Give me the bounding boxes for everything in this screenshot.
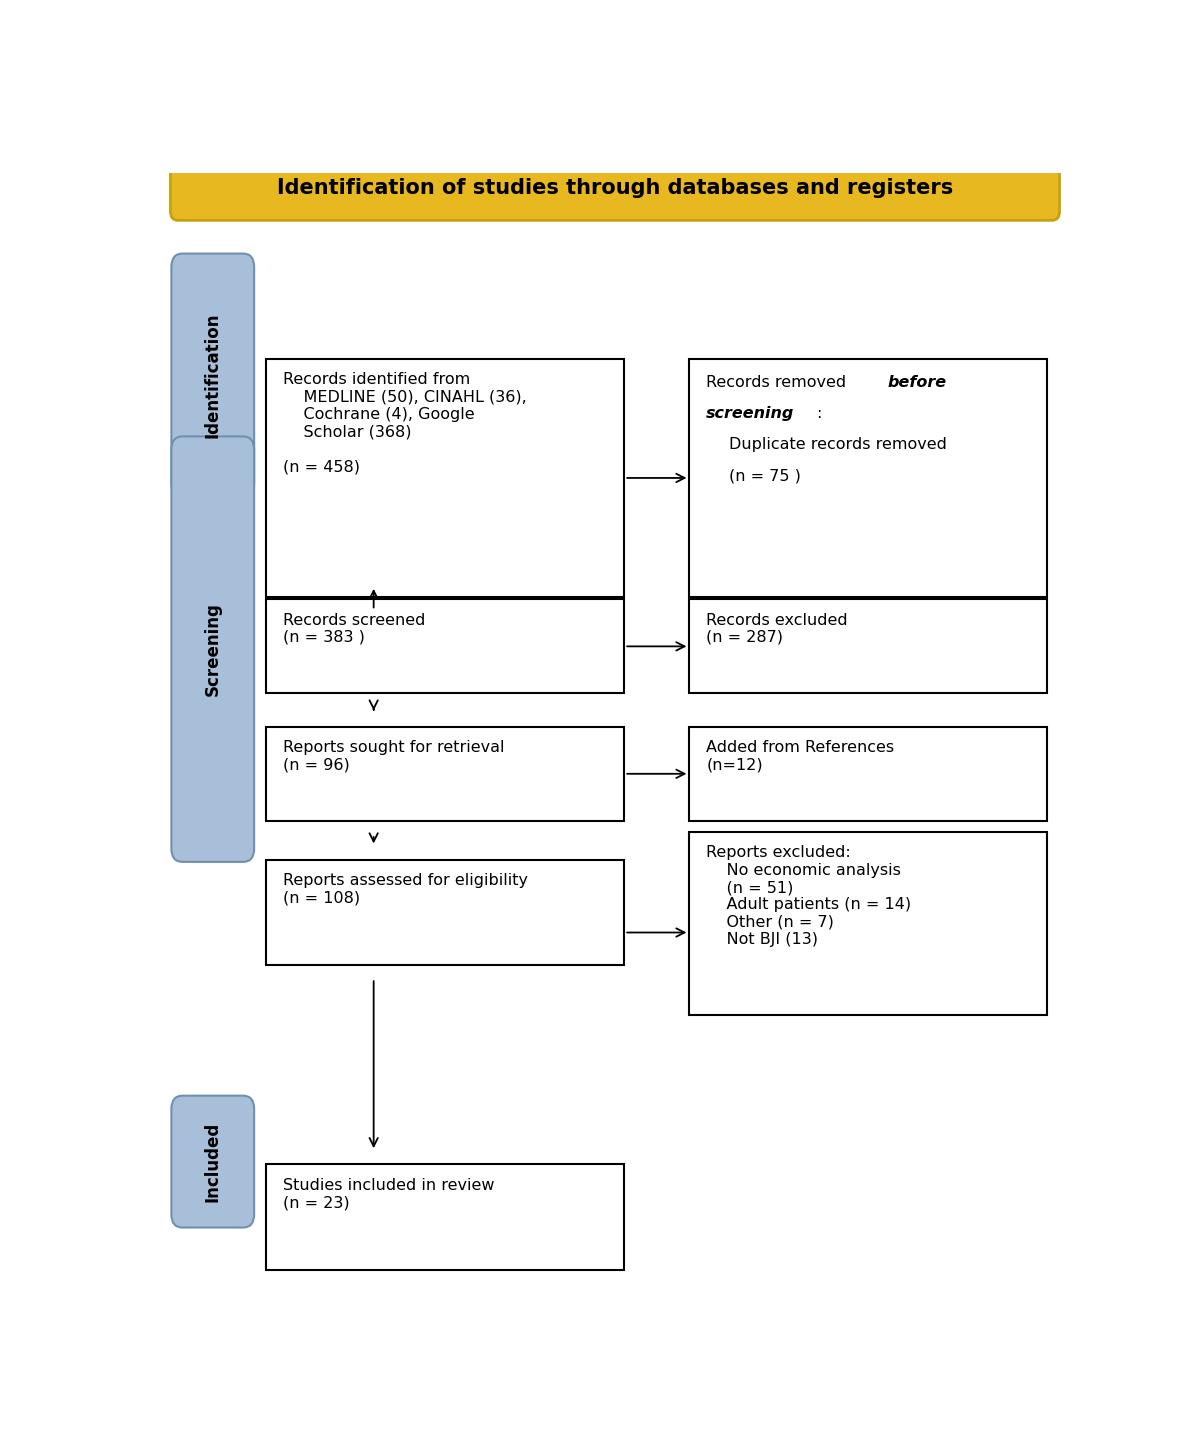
Text: Studies included in review
(n = 23): Studies included in review (n = 23) bbox=[283, 1177, 494, 1210]
Text: :: : bbox=[816, 406, 821, 422]
FancyBboxPatch shape bbox=[266, 599, 624, 694]
FancyBboxPatch shape bbox=[172, 436, 254, 862]
Text: Added from References
(n=12): Added from References (n=12) bbox=[706, 740, 894, 773]
FancyBboxPatch shape bbox=[689, 727, 1048, 820]
FancyBboxPatch shape bbox=[266, 1164, 624, 1269]
FancyBboxPatch shape bbox=[689, 832, 1048, 1014]
Text: Records removed: Records removed bbox=[706, 376, 851, 390]
Text: Records screened
(n = 383 ): Records screened (n = 383 ) bbox=[283, 613, 425, 645]
Text: Identification of studies through databases and registers: Identification of studies through databa… bbox=[277, 178, 953, 199]
FancyBboxPatch shape bbox=[170, 155, 1060, 220]
Text: Records identified from
    MEDLINE (50), CINAHL (36),
    Cochrane (4), Google
: Records identified from MEDLINE (50), CI… bbox=[283, 373, 527, 473]
FancyBboxPatch shape bbox=[266, 859, 624, 966]
Text: Included: Included bbox=[204, 1121, 222, 1202]
FancyBboxPatch shape bbox=[172, 1095, 254, 1227]
FancyBboxPatch shape bbox=[689, 599, 1048, 694]
Text: before: before bbox=[888, 376, 947, 390]
Text: Screening: Screening bbox=[204, 602, 222, 696]
FancyBboxPatch shape bbox=[172, 253, 254, 496]
Text: screening: screening bbox=[706, 406, 794, 422]
Text: (n = 75 ): (n = 75 ) bbox=[730, 469, 802, 484]
FancyBboxPatch shape bbox=[266, 358, 624, 597]
FancyBboxPatch shape bbox=[266, 727, 624, 820]
Text: Reports sought for retrieval
(n = 96): Reports sought for retrieval (n = 96) bbox=[283, 740, 504, 773]
Text: Records excluded
(n = 287): Records excluded (n = 287) bbox=[706, 613, 847, 645]
Text: Reports assessed for eligibility
(n = 108): Reports assessed for eligibility (n = 10… bbox=[283, 873, 528, 905]
Text: Identification: Identification bbox=[204, 312, 222, 437]
Text: Reports excluded:
    No economic analysis
    (n = 51)
    Adult patients (n = : Reports excluded: No economic analysis (… bbox=[706, 845, 911, 947]
Text: Duplicate records removed: Duplicate records removed bbox=[730, 437, 947, 452]
FancyBboxPatch shape bbox=[689, 358, 1048, 597]
